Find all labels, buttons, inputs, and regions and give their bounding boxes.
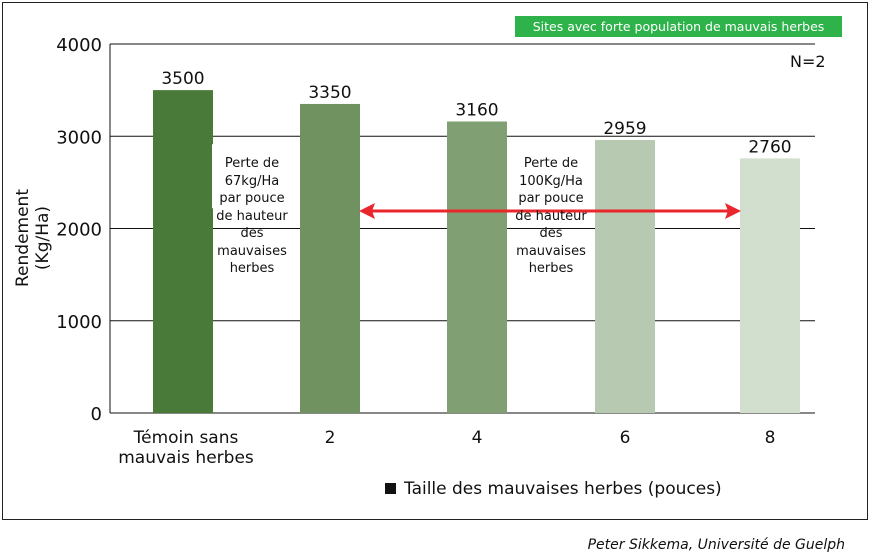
x-tick-label: Témoin sans mauvais herbes <box>118 428 254 468</box>
annotation-loss-67: Perte de 67kg/Ha par pouce de hauteur de… <box>216 156 288 276</box>
chart-frame <box>2 2 868 520</box>
y-tick-label: 0 <box>91 404 102 425</box>
bar <box>300 103 360 414</box>
bar <box>740 158 800 413</box>
x-tick-label: 8 <box>765 428 776 448</box>
annotation-bg <box>511 144 591 209</box>
bar <box>447 121 507 414</box>
y-axis-label: Rendement (Kg/Ha) <box>13 189 53 287</box>
y-tick-label: 4000 <box>56 35 102 56</box>
annotation-loss-100: Perte de 100Kg/Ha par pouce de hauteur d… <box>515 156 587 276</box>
site-badge: Sites avec forte population de mauvais h… <box>515 16 842 37</box>
x-tick-label: 6 <box>620 428 631 448</box>
y-tick-label: 2000 <box>56 220 102 241</box>
data-label: 3160 <box>455 100 498 120</box>
data-label: 3500 <box>161 69 204 89</box>
legend-label: Taille des mauvaises herbes (pouces) <box>404 479 722 499</box>
legend-swatch <box>385 483 396 494</box>
arrow-head-left <box>359 203 375 219</box>
bar <box>595 140 655 413</box>
legend: Taille des mauvaises herbes (pouces) <box>385 479 722 499</box>
bar <box>153 90 213 413</box>
y-tick-label: 3000 <box>56 127 102 148</box>
x-tick-label: 2 <box>325 428 336 448</box>
x-tick-label: 4 <box>472 428 483 448</box>
data-label: 2959 <box>603 119 646 139</box>
annotation-bg <box>212 144 292 209</box>
data-label: 3350 <box>308 83 351 103</box>
arrow-head-right <box>725 203 741 219</box>
credit: Peter Sikkema, Université de Guelph <box>587 537 845 553</box>
data-label: 2760 <box>748 137 791 157</box>
y-tick-label: 1000 <box>56 312 102 333</box>
sample-size: N=2 <box>790 52 826 71</box>
